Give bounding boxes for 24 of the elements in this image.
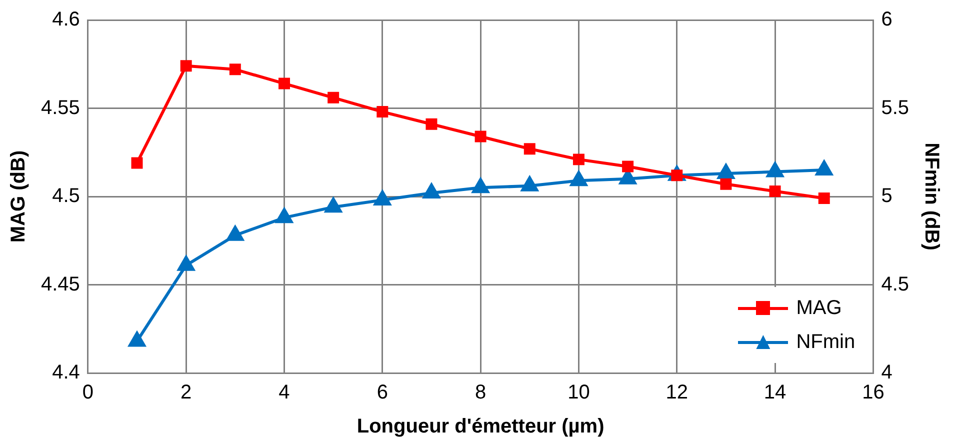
legend-label: MAG xyxy=(796,296,842,320)
y2-tick-label: 4 xyxy=(881,362,892,384)
x-tick-label: 4 xyxy=(278,382,290,404)
y-tick-label: 4.55 xyxy=(40,96,80,119)
y-tick-label: 4.45 xyxy=(40,273,80,296)
x-tick-label: 16 xyxy=(862,382,884,404)
x-tick-label: 8 xyxy=(475,382,486,404)
y2-tick-label: 5.5 xyxy=(881,96,910,119)
x-tick-label: 10 xyxy=(568,382,590,404)
x-axis-title: Longueur d'émetteur (µm) xyxy=(356,416,604,438)
x-tick-label: 14 xyxy=(764,382,786,404)
y2-axis-title: NFmin (dB) xyxy=(920,142,942,250)
x-tick-label: 12 xyxy=(666,382,688,404)
x-tick-label: 2 xyxy=(180,382,192,404)
legend-label: NFmin xyxy=(796,330,856,354)
y-axis-title: MAG (dB) xyxy=(8,150,30,243)
y2-tick-label: 5 xyxy=(881,185,892,208)
x-tick-label: 0 xyxy=(82,382,94,404)
y-tick-label: 4.4 xyxy=(52,362,80,384)
y-tick-label: 4.5 xyxy=(52,185,80,208)
x-tick-label: 6 xyxy=(376,382,388,404)
y2-tick-label: 4.5 xyxy=(881,273,910,296)
y2-tick-label: 6 xyxy=(881,8,892,31)
y-tick-label: 4.6 xyxy=(52,8,80,31)
